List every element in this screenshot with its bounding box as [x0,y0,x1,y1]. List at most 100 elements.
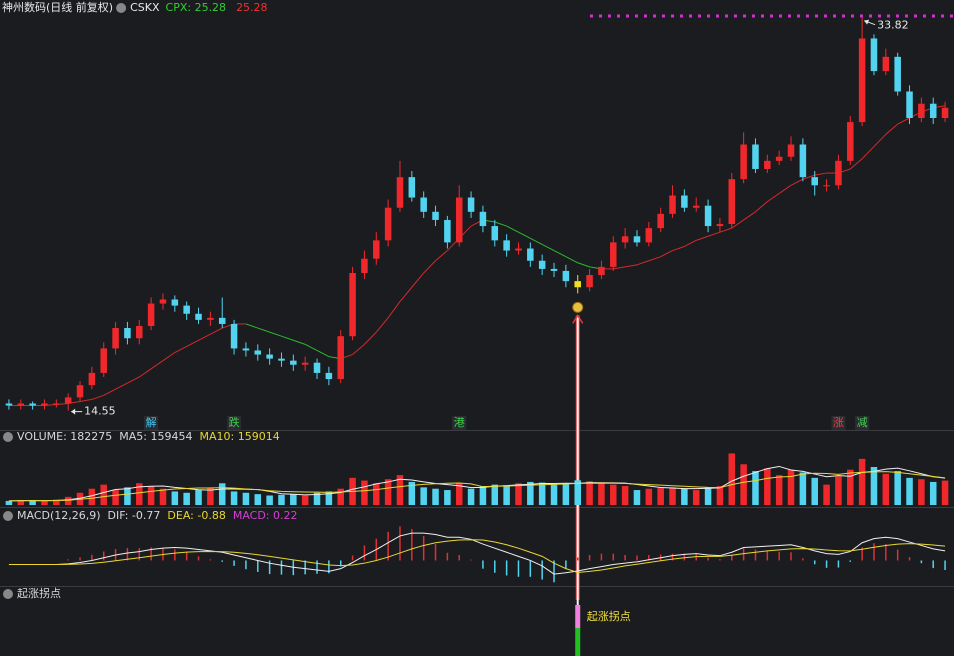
volume-bar [740,464,747,505]
cursor-arrow [572,313,584,324]
candle-body [479,211,487,227]
ma-line [790,178,804,186]
ma10-line [8,471,946,502]
candle-body [775,156,783,161]
volume-bar [835,476,842,505]
ma-line [648,256,661,262]
legend-text: VOLUME: 182275 [17,430,112,443]
ma-line [304,343,318,351]
legend-text: MA10: 159014 [199,430,279,443]
volume-bar [491,484,499,505]
volume-bar [467,488,475,505]
candle-body [183,305,190,314]
ma-line [873,133,887,147]
event-box [831,416,846,430]
panel-menu-icon[interactable] [3,589,13,599]
candle-body [752,144,759,169]
candle-body [633,236,641,243]
cpx-value: 25.28 [236,1,268,14]
candle-body [621,236,629,243]
ma-line [553,250,567,258]
candle-body [882,56,890,72]
candle-body [361,258,368,273]
ma-line [696,235,709,241]
candle-body [811,177,818,186]
candle-body [835,160,842,186]
candle-body [313,362,321,373]
ma-line [269,331,282,337]
candle-body [207,317,214,320]
candle-body [373,240,380,259]
candle-body [112,328,119,349]
volume-bar [787,469,795,505]
candle-body [787,144,795,157]
ma-line [802,174,815,180]
volume-bar [918,479,925,505]
ma-line [506,225,519,233]
volume-bar [669,487,676,505]
volume-bar [218,483,226,505]
signal-marker[interactable] [572,301,584,313]
candle-body [29,403,36,406]
volume-bar [764,468,771,505]
volume-bar [870,467,878,505]
low-arrow-head [71,408,76,415]
volume-bar [882,473,890,505]
event-box [227,416,242,430]
ma-line [387,301,401,319]
candle-body [408,177,416,198]
candle-body [574,281,581,288]
candle-body [159,299,167,304]
ma-line [399,286,413,302]
candle-body [503,240,510,251]
ma-line [577,262,590,268]
volume-bar [728,453,736,505]
volume-bar [183,492,190,505]
volume-bar [515,483,522,505]
ma5-line [8,465,946,502]
candle-body [278,358,285,361]
volume-bar [657,488,664,505]
candle-body [444,219,451,243]
volume-bar [171,491,179,505]
volume-bar [610,484,617,505]
volume-bar [29,500,36,505]
panel-menu-icon[interactable] [3,432,13,442]
dif-line [8,532,946,575]
volume-bar [124,487,131,505]
panel-menu-icon[interactable] [3,511,13,521]
low-label: 14.55 [84,405,116,418]
candle-body [455,197,463,243]
volume-bar [633,490,641,505]
volume-bar [598,483,605,505]
legend-text: MACD(12,26,9) [17,509,101,522]
ma-line [293,339,306,345]
candle-body [918,103,925,118]
candle-body [929,103,937,118]
volume-bar [384,479,392,505]
candle-body [349,272,356,337]
cpx-label: CPX: 25.28 [166,1,227,14]
volume-bar [704,487,712,505]
volume-bar [562,483,570,505]
volume-bar [337,488,344,505]
ma-line [707,231,721,237]
candle-body [740,144,747,180]
ma-line [719,227,732,233]
candle-body [681,195,688,208]
volume-bar [645,488,653,505]
volume-bar [455,483,463,505]
event-label: 跌 [229,415,240,429]
candle-body [669,195,676,214]
event-box [144,416,159,430]
candle-body [147,303,155,326]
header: 神州数码(日线 前复权) CSKX CPX: 25.28 25.28 [2,0,268,14]
menu-icon[interactable] [116,3,127,13]
candle-body [870,38,878,72]
volume-bar [301,495,309,505]
volume-bar [207,487,214,505]
ma-line [743,211,756,221]
ma-line [150,360,164,370]
candle-body [420,197,427,212]
